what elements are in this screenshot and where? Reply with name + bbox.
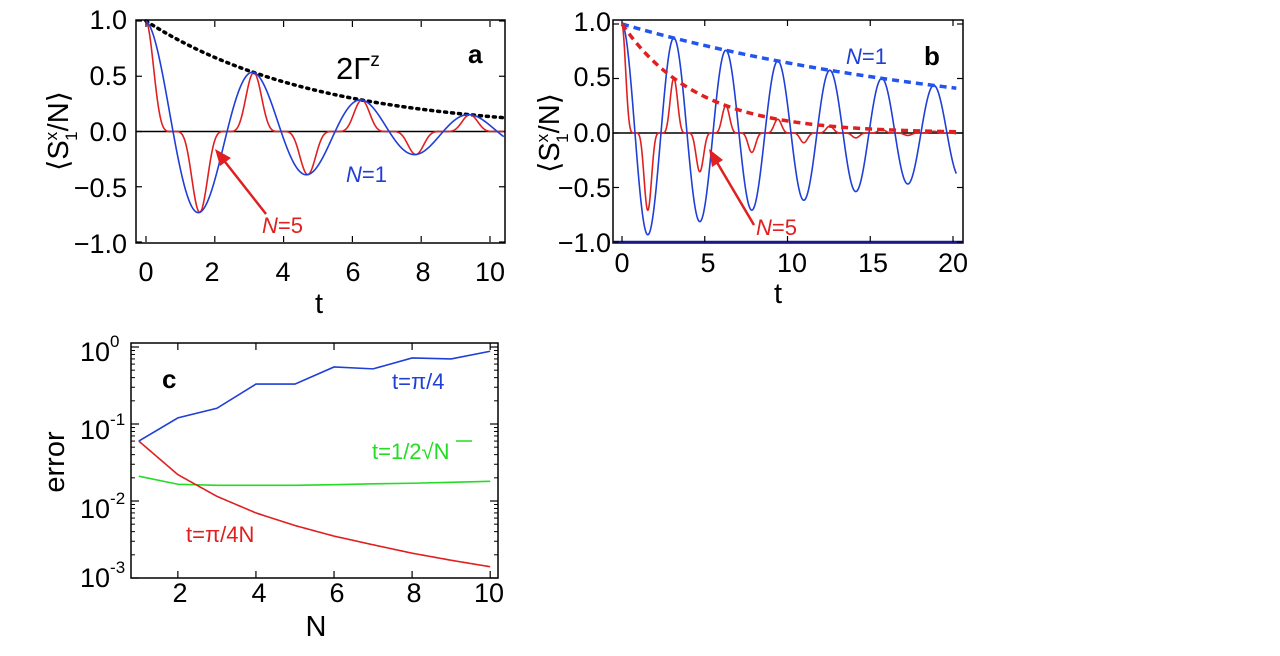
panel-a-ticks	[136, 20, 505, 243]
panel-a-n1-line	[145, 20, 505, 214]
panel-b-xtick: 0	[614, 248, 629, 278]
panel-b-curves	[620, 22, 958, 236]
panel-a-curves	[144, 19, 506, 214]
panel-b-ytick: −0.5	[558, 173, 611, 203]
panel-b-xtick: 20	[938, 248, 968, 278]
panel-c-xtick: 8	[406, 578, 421, 608]
panel-c-ylabel: error	[39, 431, 71, 493]
svg-text:⟨Sx1/N⟩: ⟨Sx1/N⟩	[42, 91, 81, 171]
panel-c-xtick: 2	[172, 578, 187, 608]
panel-a-ytick: 0.0	[89, 117, 127, 147]
panel-a-envelope-line	[144, 19, 506, 120]
panel-c-sqrt-label: t=1/2√N	[372, 439, 450, 464]
panel-c-frame	[130, 342, 499, 579]
panel-b-arrowhead	[709, 149, 723, 167]
panel-c-xlabel: N	[306, 611, 327, 643]
panel-a-ytick: 1.0	[89, 5, 127, 35]
panel-b-n5-label: N=5	[756, 215, 797, 240]
panel-b-ytick: 1.0	[573, 7, 611, 37]
panel-a-xtick: 0	[138, 257, 153, 287]
panel-c-ytick: 10-3	[80, 558, 125, 593]
panel-a-xtick: 6	[345, 257, 360, 287]
panel-c-pi4-line	[138, 350, 491, 442]
panel-a-n5-label: N=5	[262, 213, 303, 238]
panel-c-pi4-label: t=π/4	[392, 369, 445, 394]
panel-c-curves	[138, 350, 491, 568]
panel-a-label: a	[468, 39, 483, 69]
panel-b-ytick: 0.0	[573, 118, 611, 148]
panel-c-pi4n-label: t=π/4N	[186, 522, 254, 547]
panel-b-arrow	[713, 158, 756, 226]
panel-b-ylabel: ⟨Sx1/N⟩	[533, 93, 572, 173]
panel-b-xlabel: t	[774, 278, 782, 310]
panel-a-ylabel: ⟨Sx1/N⟩	[42, 91, 81, 171]
panel-a-n1-label: N=1	[346, 162, 387, 187]
panel-a-xtick: 8	[415, 257, 430, 287]
panel-c-label: c	[162, 364, 176, 394]
panel-a-xtick: 10	[475, 257, 505, 287]
panel-a-ytick: −0.5	[74, 173, 127, 203]
panel-b-ytick: −1.0	[558, 228, 611, 258]
panel-a-arrow	[221, 157, 267, 215]
panel-c-ytick: 100	[80, 332, 120, 367]
panel-c-ytick: 10-1	[80, 410, 125, 445]
panel-a-ytick: −1.0	[74, 229, 127, 259]
panel-c-ticks	[131, 343, 498, 579]
panel-b-xtick: 10	[777, 248, 807, 278]
panel-a-n5-line	[145, 20, 504, 214]
panel-c-xtick: 4	[251, 578, 266, 608]
panel-b-label: b	[924, 41, 940, 71]
panel-a: 1.0 0.5 0.0 −0.5 −1.0 0 2 4 6 8 10 t ⟨Sx…	[42, 5, 506, 320]
panel-c-sqrt-line	[138, 475, 491, 487]
panel-c-pi4n-line	[138, 440, 491, 568]
panel-a-gamma-annotation: 2Γz	[336, 50, 380, 86]
panel-a-xlabel: t	[315, 288, 323, 320]
panel-a-arrowhead	[215, 149, 231, 166]
panel-c-ytick: 10-2	[80, 489, 125, 524]
panel-b-n1-label: N=1	[846, 44, 887, 69]
panel-a-xtick: 4	[275, 257, 290, 287]
panel-b-ticks	[613, 20, 963, 243]
svg-text:⟨Sx1/N⟩: ⟨Sx1/N⟩	[533, 93, 572, 173]
panel-b-xtick: 15	[858, 248, 888, 278]
panel-b-n5-line	[621, 23, 957, 212]
panel-a-ytick: 0.5	[89, 61, 127, 91]
panel-a-xtick: 2	[204, 257, 219, 287]
panel-c-xtick: 10	[474, 578, 504, 608]
panel-b-ytick: 0.5	[573, 62, 611, 92]
panel-b-n1-line	[621, 23, 958, 236]
panel-b-n1-envelope-line	[621, 22, 957, 90]
panel-c-xtick: 6	[329, 578, 344, 608]
panel-c: 100 10-1 10-2 10-3 2 4 6 8 10 N error c …	[39, 332, 504, 643]
panel-b-xtick: 5	[700, 248, 715, 278]
panel-b: 1.0 0.5 0.0 −0.5 −1.0 0 5 10 15 20 t ⟨Sx…	[533, 7, 968, 310]
